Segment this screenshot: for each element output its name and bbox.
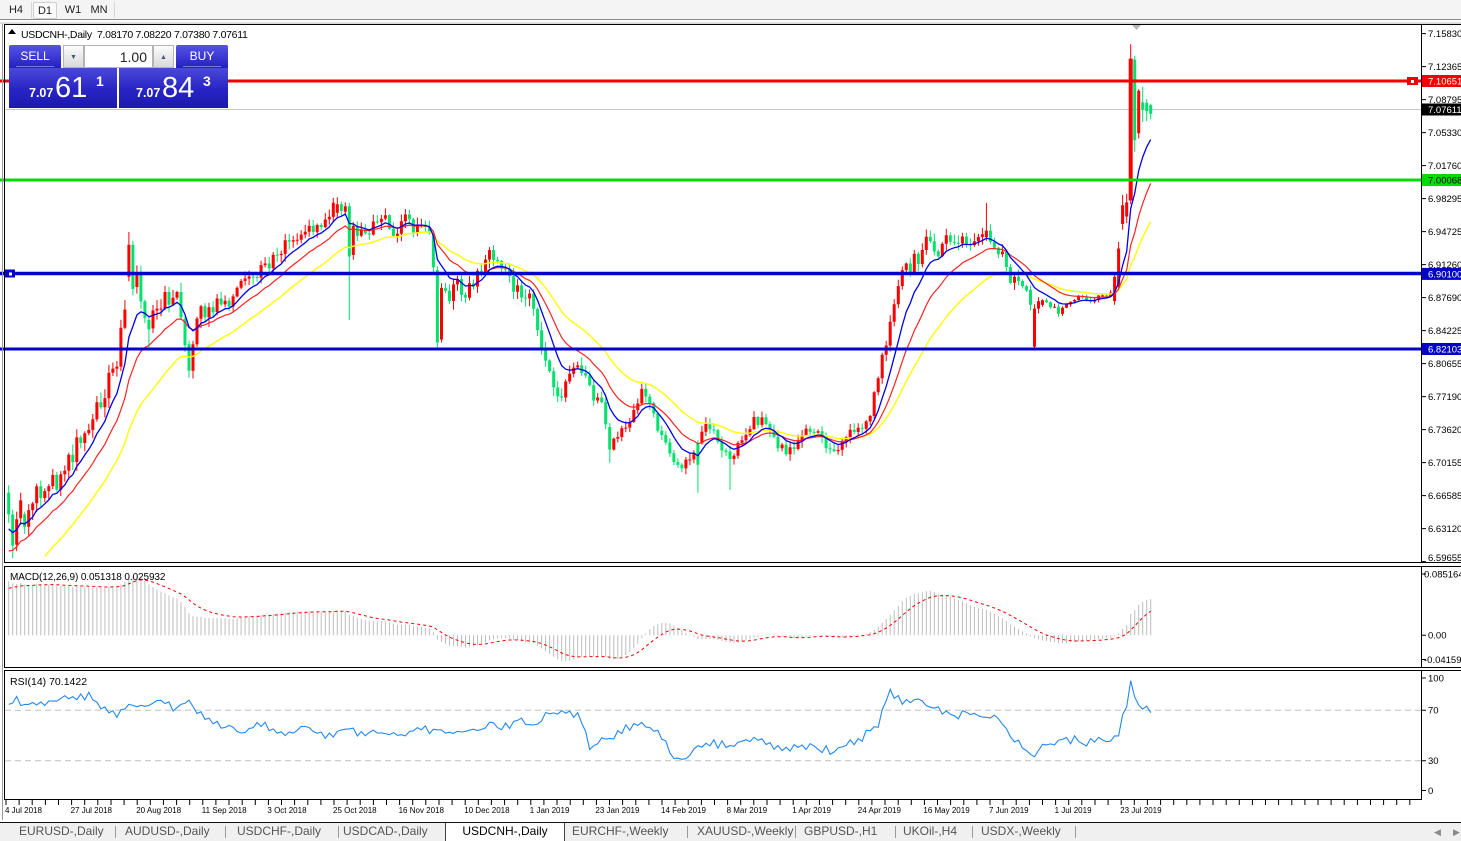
svg-text:30: 30 [1428,756,1439,767]
svg-text:7.12365: 7.12365 [1428,62,1461,73]
svg-text:6.59655: 6.59655 [1428,553,1461,564]
svg-text:1 Jan 2019: 1 Jan 2019 [530,806,570,815]
svg-text:1 Jul 2019: 1 Jul 2019 [1055,806,1092,815]
svg-text:6.90100: 6.90100 [1428,269,1461,280]
svg-text:7.15830: 7.15830 [1428,29,1461,40]
svg-text:24 Apr 2019: 24 Apr 2019 [858,806,902,815]
svg-text:14 Feb 2019: 14 Feb 2019 [661,806,706,815]
svg-text:-0.04159: -0.04159 [1424,655,1461,666]
svg-text:6.80655: 6.80655 [1428,359,1461,370]
svg-text:70: 70 [1428,706,1439,717]
svg-text:6.66585: 6.66585 [1428,491,1461,502]
svg-text:11 Sep 2018: 11 Sep 2018 [202,806,247,815]
svg-text:USDCNH-,Daily 7.08170 7.08220: USDCNH-,Daily 7.08170 7.08220 7.07380 7.… [21,29,248,41]
svg-text:1 Apr 2019: 1 Apr 2019 [792,806,831,815]
svg-text:0.00: 0.00 [1428,631,1447,642]
svg-text:7.07611: 7.07611 [1428,105,1461,116]
svg-text:6.73620: 6.73620 [1428,425,1461,436]
svg-text:6.87690: 6.87690 [1428,293,1461,304]
svg-text:7.05330: 7.05330 [1428,128,1461,139]
svg-text:20 Aug 2018: 20 Aug 2018 [136,806,181,815]
svg-text:7.10651: 7.10651 [1428,76,1461,87]
svg-text:23 Jul 2019: 23 Jul 2019 [1120,806,1162,815]
svg-text:6.98295: 6.98295 [1428,194,1461,205]
svg-text:8 Mar 2019: 8 Mar 2019 [727,806,768,815]
svg-text:RSI(14) 70.1422: RSI(14) 70.1422 [10,676,87,688]
svg-text:16 Nov 2018: 16 Nov 2018 [399,806,445,815]
svg-text:4 Jul 2018: 4 Jul 2018 [5,806,42,815]
svg-text:6.63120: 6.63120 [1428,524,1461,535]
svg-text:7 Jun 2019: 7 Jun 2019 [989,806,1029,815]
svg-text:6.77190: 6.77190 [1428,392,1461,403]
svg-text:7.00068: 7.00068 [1428,175,1461,186]
svg-text:0.085164: 0.085164 [1424,569,1461,580]
svg-text:0: 0 [1428,786,1433,797]
svg-text:6.94725: 6.94725 [1428,227,1461,238]
svg-text:6.91260: 6.91260 [1428,260,1461,271]
svg-text:6.70155: 6.70155 [1428,458,1461,469]
svg-text:25 Oct 2018: 25 Oct 2018 [333,806,377,815]
svg-text:7.08795: 7.08795 [1428,95,1461,106]
svg-text:27 Jul 2018: 27 Jul 2018 [71,806,113,815]
svg-text:6.82103: 6.82103 [1428,344,1461,355]
svg-text:100: 100 [1428,673,1444,684]
svg-text:7.01760: 7.01760 [1428,161,1461,172]
svg-text:MACD(12,26,9) 0.051318 0.02593: MACD(12,26,9) 0.051318 0.025932 [10,572,166,583]
svg-text:6.84225: 6.84225 [1428,326,1461,337]
svg-text:3 Oct 2018: 3 Oct 2018 [267,806,307,815]
svg-text:23 Jan 2019: 23 Jan 2019 [595,806,640,815]
svg-text:16 May 2019: 16 May 2019 [923,806,970,815]
svg-text:10 Dec 2018: 10 Dec 2018 [464,806,510,815]
